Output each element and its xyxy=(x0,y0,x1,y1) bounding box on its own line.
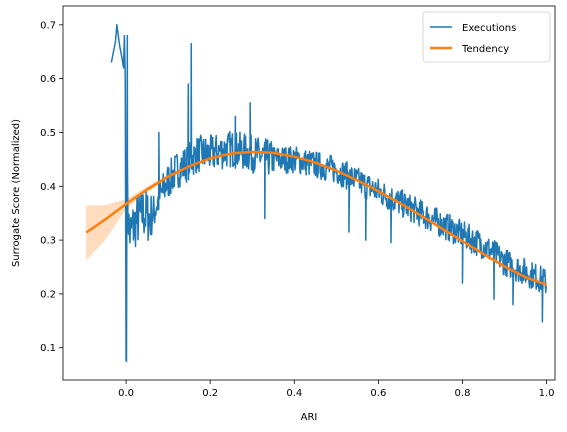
x-tick-label: 0.6 xyxy=(370,388,386,399)
x-tick-label: 0.4 xyxy=(286,388,302,399)
x-tick-label: 0.8 xyxy=(455,388,471,399)
legend-box xyxy=(422,11,551,63)
y-tick-label: 0.1 xyxy=(40,343,56,354)
y-tick-label: 0.5 xyxy=(40,128,56,139)
y-tick-label: 0.4 xyxy=(40,182,56,193)
series-executions-line xyxy=(110,24,547,362)
plot-layer xyxy=(85,24,548,362)
legend: Executions Tendency xyxy=(422,11,551,63)
x-tick-label: 1.0 xyxy=(539,388,555,399)
plot-frame xyxy=(62,5,556,381)
y-tick-label: 0.7 xyxy=(40,20,56,31)
series-tendency-line xyxy=(85,150,548,286)
x-axis-label: ARI xyxy=(301,412,318,423)
x-tick-label: 0.0 xyxy=(118,388,134,399)
legend-label-executions: Executions xyxy=(462,23,516,34)
y-tick-label: 0.6 xyxy=(40,74,56,85)
y-axis: 0.1 0.2 0.3 0.4 0.5 0.6 0.7 xyxy=(40,20,63,354)
y-tick-label: 0.3 xyxy=(40,236,56,247)
x-axis: 0.0 0.2 0.4 0.6 0.8 1.0 xyxy=(118,380,555,399)
legend-label-tendency: Tendency xyxy=(461,44,509,55)
x-tick-label: 0.2 xyxy=(202,388,218,399)
y-axis-label: Surrogate Score (Normalized) xyxy=(11,119,22,267)
y-tick-label: 0.2 xyxy=(40,289,56,300)
